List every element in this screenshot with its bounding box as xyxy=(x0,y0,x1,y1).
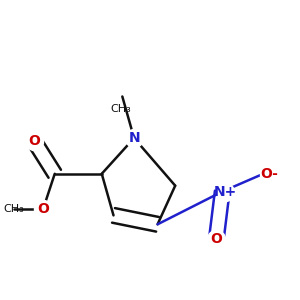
Text: O-: O- xyxy=(260,167,278,181)
Text: O: O xyxy=(210,232,222,246)
Text: CH₃: CH₃ xyxy=(3,204,24,214)
Text: CH₃: CH₃ xyxy=(110,104,131,114)
Text: O: O xyxy=(28,134,40,148)
Text: N: N xyxy=(128,131,140,145)
Text: N+: N+ xyxy=(214,184,237,199)
Text: O: O xyxy=(37,202,49,216)
